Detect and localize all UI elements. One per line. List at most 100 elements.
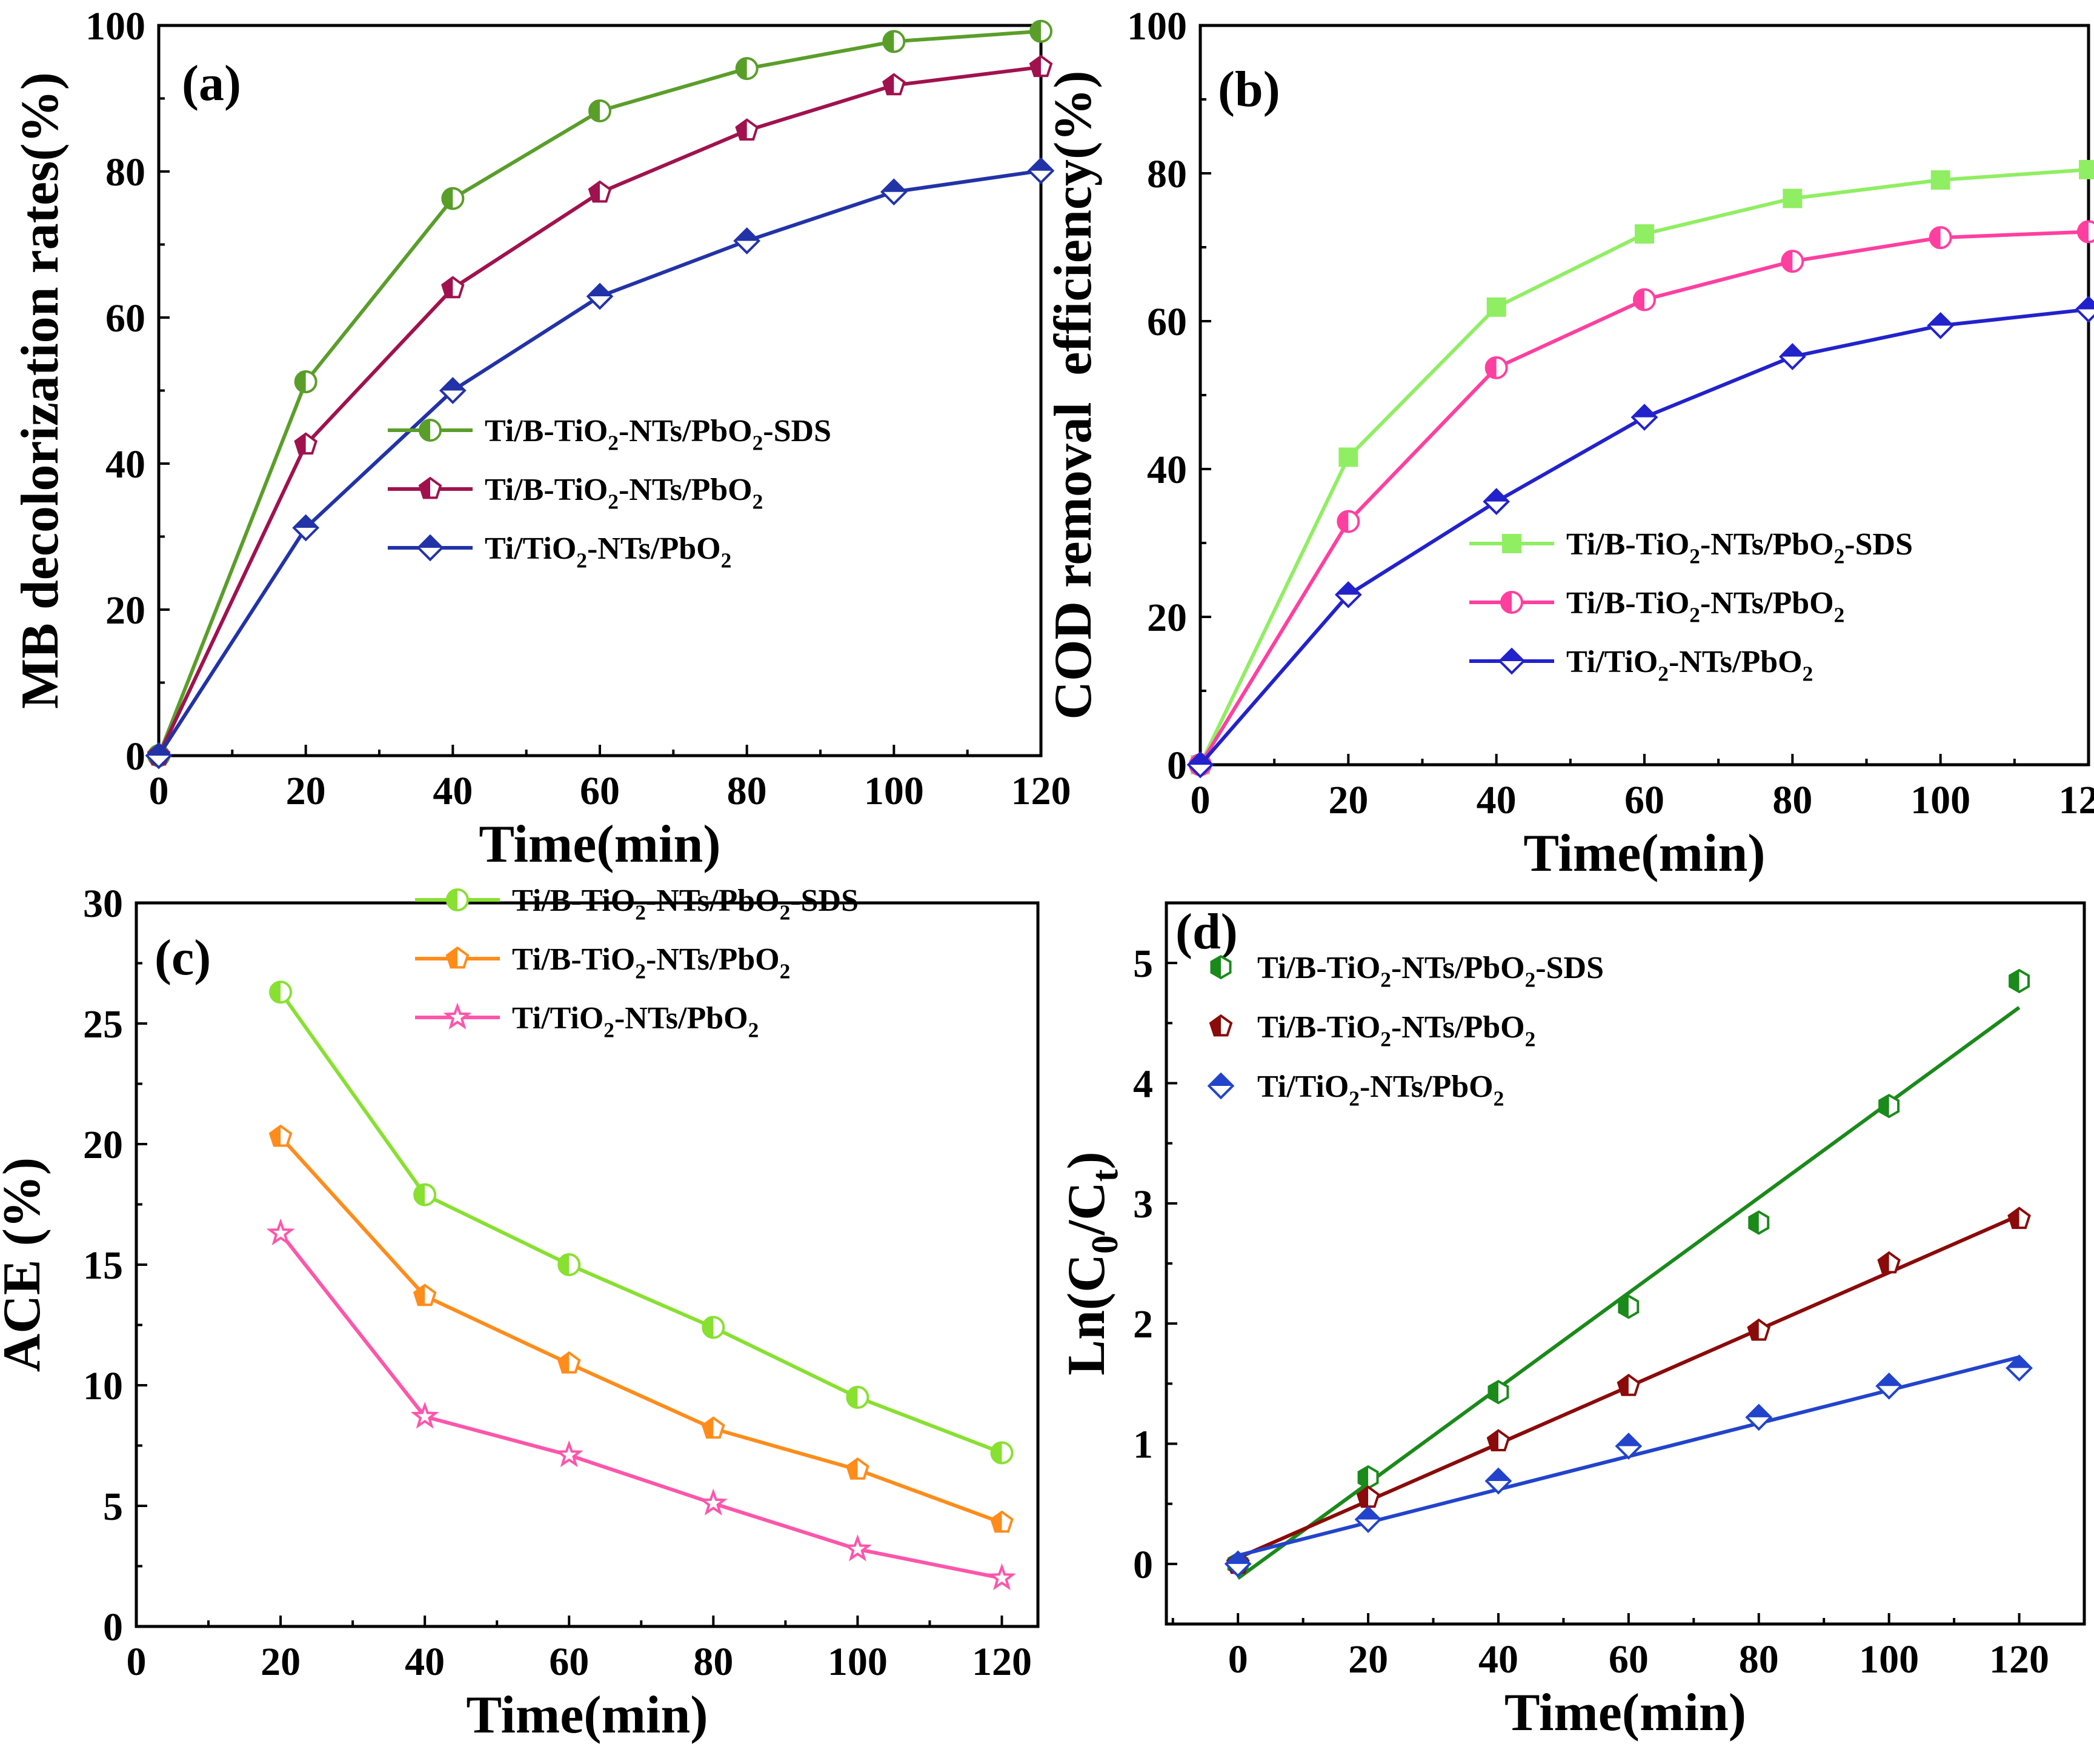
y-tick-label-b: 0: [1167, 744, 1187, 788]
data-point-d-3: [1224, 1550, 1252, 1578]
data-point-c-3: [554, 1440, 583, 1468]
x-tick-label-b: 60: [1624, 778, 1664, 822]
plot-frame-a: [157, 24, 1043, 757]
data-point-d-2: [1617, 1374, 1641, 1396]
data-point-b-1: [1635, 224, 1654, 244]
x-tick-label-a: 100: [864, 769, 924, 813]
legend-marker-c: [443, 1002, 472, 1030]
legend-marker-a: [419, 419, 442, 442]
data-point-b-3: [1186, 751, 1214, 779]
panel-c: 0 20 40 60 80 100 120 0 5 10 15 20 25 30 Time(min) ACE …: [0, 882, 1040, 1745]
y-tick-label-b: 80: [1147, 152, 1187, 196]
y-tick-label-a: 40: [105, 442, 145, 487]
panel-b: 0 20 40 60 80 100 120 0 20 40 60 80 100 Time(min) COD …: [1044, 4, 2094, 883]
data-point-b-2: [1484, 356, 1508, 379]
x-axis-title-b: Time(min): [1523, 824, 1765, 883]
data-point-a-3: [439, 377, 467, 404]
data-point-c-2: [557, 1351, 581, 1374]
x-tick-label-a: 120: [1011, 769, 1071, 813]
y-tick-label-d: 3: [1133, 1182, 1153, 1226]
data-point-b-3: [1334, 581, 1362, 608]
data-point-d-1: [2009, 968, 2030, 994]
x-tick-label-b: 20: [1328, 778, 1368, 822]
data-point-d-3: [1615, 1433, 1643, 1460]
data-point-d-2: [1486, 1429, 1511, 1451]
data-point-a-3: [1027, 157, 1055, 185]
x-tick-label-a: 80: [727, 769, 767, 813]
y-tick-label-b: 100: [1127, 4, 1187, 48]
x-tick-label-c: 40: [405, 1640, 445, 1684]
series-line-c-2: [279, 1136, 1003, 1525]
y-tick-label-a: 0: [125, 734, 145, 779]
data-point-c-1: [557, 1253, 581, 1276]
data-point-c-3: [988, 1563, 1016, 1591]
data-point-b-1: [1783, 188, 1803, 208]
legend-marker-c: [446, 888, 469, 911]
legend-marker-b: [1500, 591, 1523, 614]
legend-label-d: Ti/B-TiO2​-NTs/PbO2​: [1257, 1010, 1535, 1051]
legend-label-b: Ti/B-TiO2​-NTs/PbO2​: [1566, 586, 1844, 627]
x-tick-label-c: 20: [261, 1640, 301, 1684]
data-point-b-3: [1927, 311, 1955, 339]
data-point-a-3: [880, 178, 908, 206]
y-tick-label-d: 2: [1133, 1302, 1153, 1346]
data-point-d-3: [1354, 1506, 1382, 1533]
data-point-d-3: [1484, 1467, 1512, 1495]
series-b-3: [1186, 296, 2094, 779]
x-tick-label-d: 40: [1478, 1637, 1518, 1682]
data-point-a-3: [733, 227, 761, 255]
data-point-c-1: [413, 1183, 437, 1207]
data-point-c-1: [269, 980, 293, 1004]
y-tick-label-c: 30: [83, 882, 123, 926]
y-tick-label-c: 15: [83, 1243, 123, 1288]
data-point-b-1: [1486, 297, 1506, 317]
data-point-c-2: [990, 1510, 1014, 1533]
data-point-d-2: [1877, 1251, 1901, 1274]
series-a-1: [147, 19, 1052, 767]
y-tick-label-c: 25: [83, 1002, 123, 1047]
x-tick-label-b: 40: [1477, 778, 1517, 822]
x-tick-label-a: 20: [286, 769, 326, 813]
data-point-d-2: [1747, 1318, 1771, 1341]
data-point-d-2: [2007, 1207, 2031, 1230]
data-point-b-1: [1930, 170, 1950, 190]
data-point-a-1: [882, 30, 906, 53]
legend-marker-d: [1209, 1014, 1233, 1037]
data-point-c-2: [701, 1416, 725, 1439]
data-point-b-3: [1483, 488, 1511, 516]
panel-d: 0 20 40 60 80 100 120 0 1 2 3 4 5 Time(min) Ln(C0/Ct) (…: [1057, 901, 2086, 1742]
legend-label-c: Ti/B-TiO2​-NTs/PbO2​-SDS: [512, 884, 859, 925]
x-axis-title-a: Time(min): [479, 815, 720, 874]
data-point-d-1: [1618, 1294, 1640, 1319]
x-tick-label-d: 100: [1859, 1637, 1919, 1682]
series-b-1: [1191, 159, 2094, 774]
data-point-b-1: [2079, 159, 2094, 179]
panel-label-b: (b): [1218, 61, 1280, 118]
panel-a: 0 20 40 60 80 100 120 0 20 40 60 80 100 Time(min) MB d…: [11, 4, 1071, 874]
legend-label-b: Ti/TiO2​-NTs/PbO2​: [1566, 645, 1813, 686]
y-axis-title-a: MB decolorization rates(%): [11, 72, 70, 709]
legend-marker-d: [1207, 1072, 1235, 1100]
series-line-a-3: [157, 168, 1042, 757]
series-line-c-1: [279, 991, 1003, 1455]
series-a-3: [145, 157, 1055, 770]
data-point-d-3: [2006, 1354, 2033, 1382]
data-point-b-1: [1338, 447, 1358, 467]
x-tick-label-d: 120: [1989, 1637, 2049, 1682]
legend-marker-c: [445, 946, 470, 969]
data-point-c-2: [413, 1283, 437, 1306]
data-point-c-1: [990, 1441, 1014, 1465]
x-tick-label-b: 0: [1191, 778, 1211, 822]
y-tick-label-c: 5: [103, 1485, 123, 1529]
x-tick-label-c: 120: [972, 1640, 1032, 1684]
data-point-c-2: [268, 1124, 293, 1147]
data-point-c-2: [846, 1457, 869, 1480]
series-a-2: [147, 55, 1053, 766]
data-point-a-1: [735, 57, 759, 81]
series-d-1: [1227, 968, 2030, 1580]
data-point-d-1: [1357, 1465, 1379, 1490]
legend-label-d: Ti/TiO2​-NTs/PbO2​: [1257, 1070, 1504, 1111]
y-tick-label-d: 5: [1133, 942, 1153, 986]
x-tick-label-b: 80: [1772, 778, 1812, 822]
